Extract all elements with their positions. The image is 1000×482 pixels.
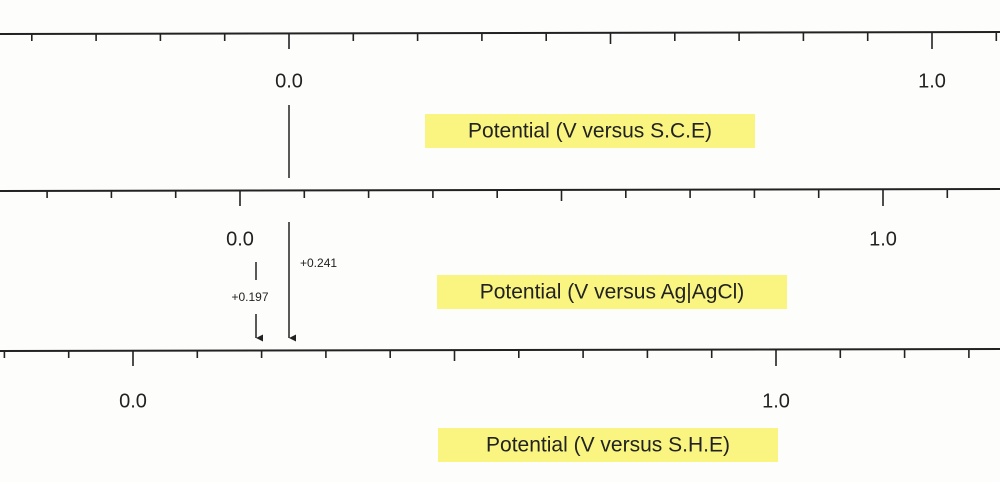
tick-label: 0.0 (119, 390, 147, 412)
highlight (437, 275, 787, 309)
highlight (438, 428, 778, 462)
tick-label: 0.0 (226, 228, 254, 250)
tick-label: 0.0 (275, 70, 303, 92)
axis-label: Potential (V versus S.H.E) (486, 434, 730, 457)
axis-label: Potential (V versus S.C.E) (468, 120, 712, 143)
tick-label: 1.0 (869, 228, 897, 250)
axis-line (0, 348, 1000, 352)
tick-label: 1.0 (918, 70, 946, 92)
tick-label: 1.0 (762, 390, 790, 412)
offset-label: +0.197 (231, 290, 268, 304)
axis-line (0, 188, 1000, 192)
axis-line (0, 31, 1000, 35)
offset-label: +0.241 (300, 256, 337, 270)
highlight (425, 114, 755, 148)
axis-label: Potential (V versus Ag|AgCl) (480, 281, 745, 304)
